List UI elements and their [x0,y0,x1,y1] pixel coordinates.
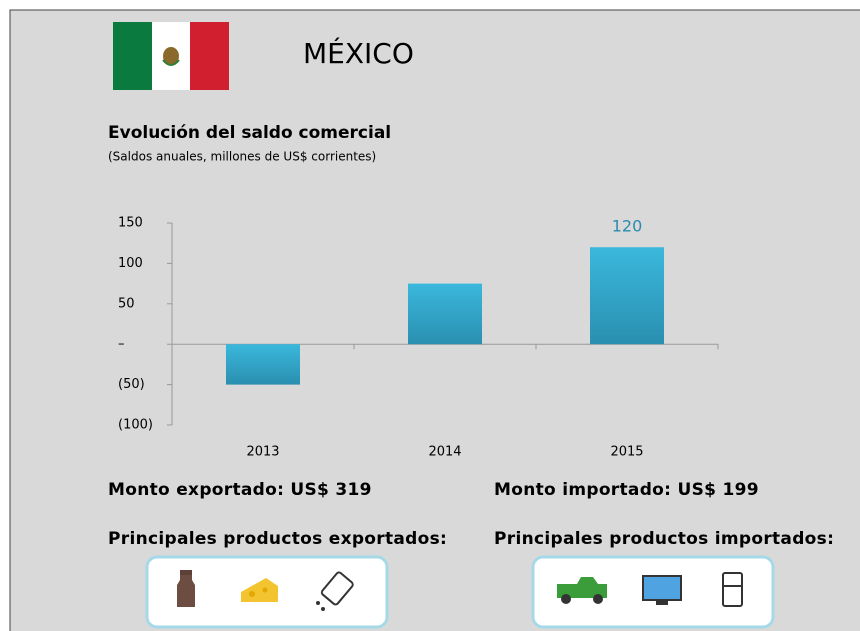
y-tick-label: (100) [118,418,153,433]
flag [113,22,229,90]
x-tick-label: 2015 [610,445,643,460]
exported-products-label: Principales productos exportados: [108,529,447,549]
y-tick-label: 100 [118,256,143,271]
y-tick-label: 150 [118,216,143,231]
chart-title: Evolución del saldo comercial [108,123,391,143]
bar [590,247,664,345]
y-tick-label: (50) [118,377,145,392]
exported-icons [145,555,389,629]
x-tick-label: 2013 [246,445,279,460]
imported-icons [531,555,775,629]
imported-products-label: Principales productos importados: [494,529,834,549]
bar [408,283,482,345]
country-title: MÉXICO [303,36,414,70]
bar [226,344,300,385]
data-label: 120 [612,217,643,236]
y-tick-label: 50 [118,296,135,311]
x-tick-label: 2014 [428,445,461,460]
exported-amount: Monto exportado: US$ 319 [108,480,372,500]
y-tick-label: – [118,337,125,352]
imported-amount: Monto importado: US$ 199 [494,480,759,500]
chart-subtitle: (Saldos anuales, millones de US$ corrien… [108,150,376,164]
chart: (100) (50) – 50 100 150 2013 2014 2015 120 [118,216,719,460]
